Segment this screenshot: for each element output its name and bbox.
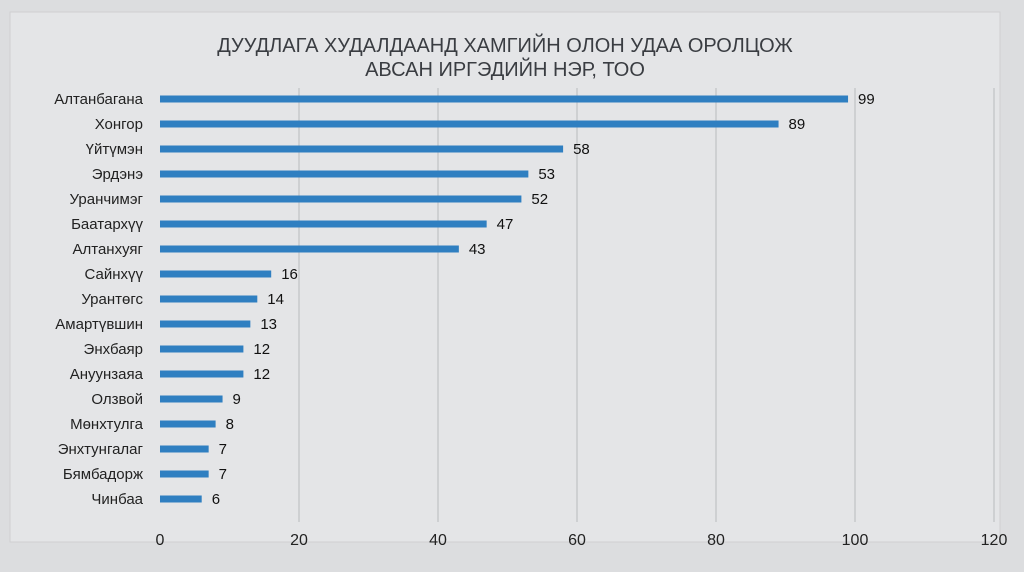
category-label: Алтанбагана <box>54 91 143 108</box>
chart-title-line-2: АВСАН ИРГЭДИЙН НЭР, ТОО <box>365 57 645 81</box>
bar <box>160 445 209 453</box>
value-label: 7 <box>219 441 227 458</box>
value-label: 47 <box>497 216 514 233</box>
value-label: 13 <box>260 316 277 333</box>
bar <box>160 495 202 503</box>
category-label: Алтанхуяг <box>72 241 143 258</box>
bar <box>160 395 223 403</box>
plot-frame <box>9 11 1001 543</box>
value-label: 16 <box>281 266 298 283</box>
category-label: Хонгор <box>95 116 143 133</box>
category-label: Энхтунгалаг <box>58 441 144 458</box>
x-axis-ticks: 0 20 40 60 80 100 120 <box>156 532 1008 549</box>
category-label: Мөнхтулга <box>70 416 144 433</box>
value-label: 53 <box>538 166 555 183</box>
value-label: 7 <box>219 466 227 483</box>
bar <box>160 345 244 353</box>
category-label: Урантөгс <box>81 291 143 308</box>
bar <box>160 470 209 478</box>
category-label: Уранчимэг <box>70 191 144 208</box>
value-label: 58 <box>573 141 590 158</box>
bar <box>160 220 487 228</box>
value-labels: 99 89 58 53 52 47 43 16 14 13 12 12 9 8 7 7 6 <box>212 91 875 508</box>
bar <box>160 170 529 178</box>
bar <box>160 120 779 128</box>
value-label: 14 <box>267 291 284 308</box>
bar <box>160 145 564 153</box>
bar <box>160 295 258 303</box>
category-label: Чинбаа <box>91 491 143 508</box>
bar <box>160 195 522 203</box>
category-label: Баатархүү <box>71 216 143 233</box>
category-label: Эрдэнэ <box>92 166 144 183</box>
x-tick-label: 40 <box>429 532 447 549</box>
value-label: 12 <box>253 341 270 358</box>
bar <box>160 95 849 103</box>
bar <box>160 270 272 278</box>
category-label: Үйтүмэн <box>86 141 143 158</box>
category-label: Бямбадорж <box>63 466 143 483</box>
bar <box>160 245 459 253</box>
category-label: Амартүвшин <box>55 316 143 333</box>
bars <box>160 95 849 503</box>
category-label: Энхбаяр <box>84 341 143 358</box>
category-label: Сайнхүү <box>84 266 143 283</box>
category-label: Олзвой <box>91 391 143 408</box>
chart-title-line-1: ДУУДЛАГА ХУДАЛДААНД ХАМГИЙН ОЛОН УДАА ОР… <box>217 33 793 57</box>
value-label: 89 <box>789 116 806 133</box>
x-tick-label: 20 <box>290 532 308 549</box>
value-label: 6 <box>212 491 220 508</box>
bar <box>160 370 244 378</box>
value-label: 99 <box>858 91 875 108</box>
x-tick-label: 60 <box>568 532 586 549</box>
x-tick-label: 120 <box>981 532 1008 549</box>
value-label: 43 <box>469 241 486 258</box>
x-tick-label: 80 <box>707 532 725 549</box>
category-label: Ануунзаяа <box>70 366 144 383</box>
value-label: 12 <box>253 366 270 383</box>
bar <box>160 420 216 428</box>
value-label: 9 <box>233 391 241 408</box>
x-tick-label: 100 <box>842 532 869 549</box>
gridlines <box>298 88 995 522</box>
category-labels: Алтанбагана Хонгор Үйтүмэн Эрдэнэ Уранчимэг Б… <box>54 91 143 508</box>
value-label: 52 <box>531 191 548 208</box>
x-tick-label: 0 <box>156 532 165 549</box>
value-label: 8 <box>226 416 234 433</box>
bar <box>160 320 251 328</box>
